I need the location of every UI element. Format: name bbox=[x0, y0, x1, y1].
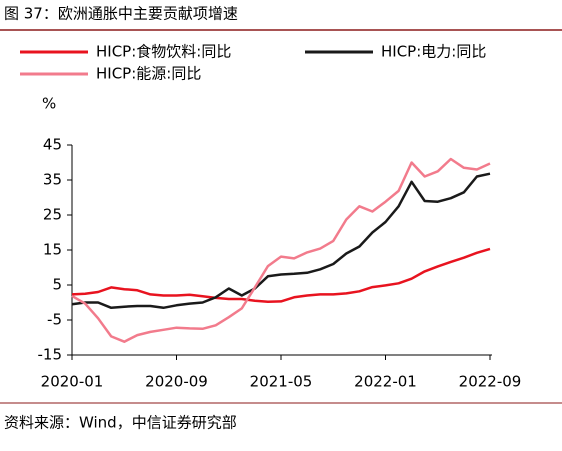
y-tick-label: 25 bbox=[43, 206, 62, 224]
x-tick-label: 2020-09 bbox=[145, 373, 208, 391]
y-tick-label: 35 bbox=[43, 171, 62, 189]
source: 资料来源：Wind，中信证券研究部 bbox=[4, 414, 237, 432]
x-tick-label: 2022-09 bbox=[459, 373, 522, 391]
y-tick-label: -5 bbox=[47, 311, 62, 329]
y-tick-label: 45 bbox=[43, 136, 62, 154]
y-tick-label: 5 bbox=[52, 276, 62, 294]
x-tick-label: 2020-01 bbox=[41, 373, 104, 391]
unit-label: % bbox=[42, 95, 56, 113]
legend-label: HICP:电力:同比 bbox=[381, 43, 486, 61]
series-line bbox=[71, 247, 491, 304]
y-tick-label: 15 bbox=[43, 241, 62, 259]
y-tick-label: -15 bbox=[38, 346, 63, 364]
legend-label: HICP:食物饮料:同比 bbox=[96, 43, 231, 61]
legend-label: HICP:能源:同比 bbox=[96, 65, 201, 83]
x-tick-label: 2021-05 bbox=[250, 373, 313, 391]
x-tick-label: 2022-01 bbox=[354, 373, 417, 391]
series-line bbox=[71, 172, 491, 310]
series-line bbox=[71, 157, 491, 343]
chart-title: 图 37：欧洲通胀中主要贡献项增速 bbox=[4, 5, 238, 23]
